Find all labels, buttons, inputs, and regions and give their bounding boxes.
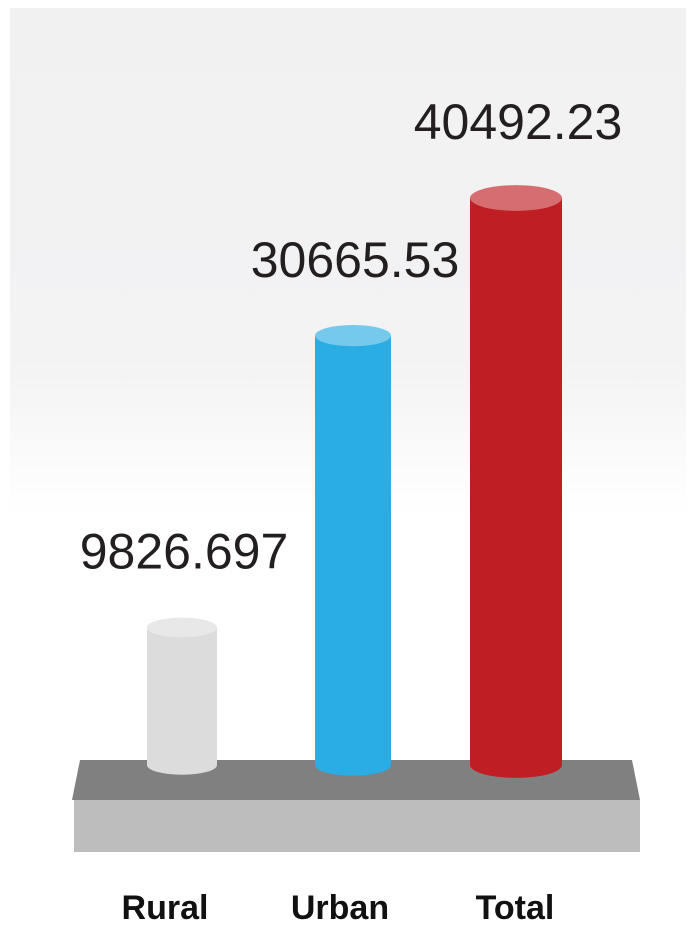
x-tick-label: Urban	[291, 889, 389, 927]
bar-cap	[470, 185, 562, 211]
bar	[315, 335, 391, 776]
value-label: 40492.23	[414, 94, 623, 150]
bar-cap	[315, 324, 391, 347]
value-label: 9826.697	[80, 524, 289, 580]
value-label: 30665.53	[251, 232, 460, 288]
bar	[147, 627, 217, 775]
bars	[147, 185, 562, 778]
platform-front	[74, 800, 640, 852]
x-tick-label: Rural	[122, 889, 209, 927]
bar	[470, 198, 562, 778]
bar-cap	[147, 617, 217, 638]
x-tick-label: Total	[476, 889, 555, 927]
